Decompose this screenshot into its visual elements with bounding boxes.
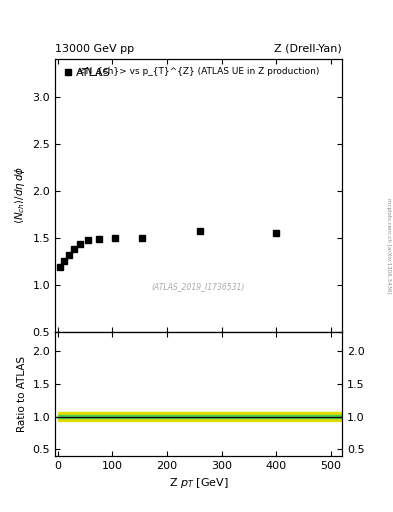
ATLAS xyxy=(58,264,63,270)
ATLAS xyxy=(96,236,101,242)
Text: <N_{ch}> vs p_{T}^{Z} (ATLAS UE in Z production): <N_{ch}> vs p_{T}^{Z} (ATLAS UE in Z pro… xyxy=(78,67,319,76)
ATLAS xyxy=(113,234,118,241)
Y-axis label: Ratio to ATLAS: Ratio to ATLAS xyxy=(17,356,27,432)
ATLAS xyxy=(274,230,279,236)
ATLAS xyxy=(197,228,202,234)
Text: (ATLAS_2019_I1736531): (ATLAS_2019_I1736531) xyxy=(152,283,245,291)
Text: mcplots.cern.ch [arXiv:1306.3436]: mcplots.cern.ch [arXiv:1306.3436] xyxy=(386,198,391,293)
Legend: ATLAS: ATLAS xyxy=(61,65,114,81)
ATLAS xyxy=(85,238,90,244)
ATLAS xyxy=(62,258,67,264)
X-axis label: Z $p_T$ [GeV]: Z $p_T$ [GeV] xyxy=(169,476,228,490)
ATLAS xyxy=(77,241,82,247)
ATLAS xyxy=(140,234,145,241)
Line: ATLAS: ATLAS xyxy=(58,228,279,269)
ATLAS xyxy=(66,252,71,259)
Text: Z (Drell-Yan): Z (Drell-Yan) xyxy=(274,44,342,54)
ATLAS xyxy=(72,246,77,252)
Y-axis label: $\langle N_{ch}\rangle/d\eta\,d\phi$: $\langle N_{ch}\rangle/d\eta\,d\phi$ xyxy=(13,166,27,224)
Text: 13000 GeV pp: 13000 GeV pp xyxy=(55,44,134,54)
